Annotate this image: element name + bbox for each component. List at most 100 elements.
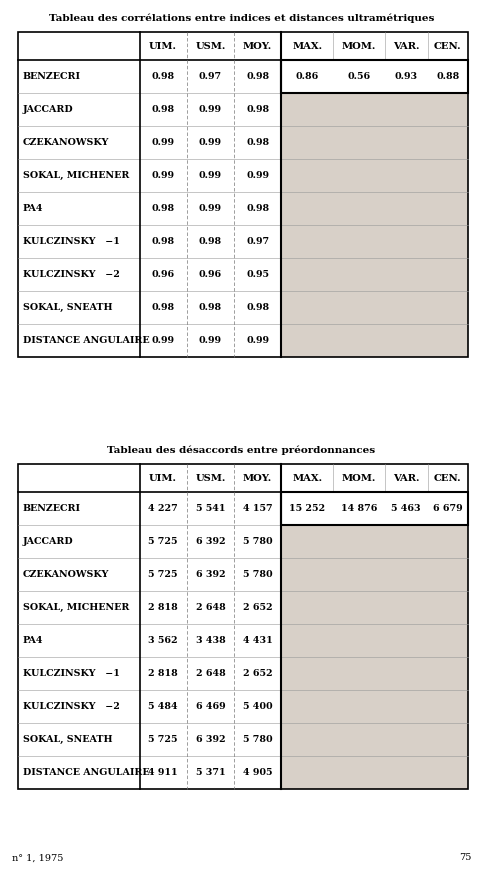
Text: 0.98: 0.98 [152, 105, 175, 114]
Text: USM.: USM. [195, 42, 226, 51]
Text: 5 725: 5 725 [148, 570, 178, 579]
Text: JACCARD: JACCARD [23, 105, 73, 114]
Text: 0.97: 0.97 [199, 72, 222, 81]
Text: 4 911: 4 911 [148, 768, 178, 777]
Text: 0.98: 0.98 [246, 72, 269, 81]
Bar [281, 258, 468, 291]
Bar [281, 756, 468, 789]
Text: CZEKANOWSKY: CZEKANOWSKY [23, 570, 109, 579]
Text: MOY.: MOY. [243, 473, 272, 483]
Text: 0.98: 0.98 [152, 237, 175, 246]
Text: CZEKANOWSKY: CZEKANOWSKY [23, 138, 109, 147]
Text: CEN.: CEN. [434, 42, 462, 51]
Text: UIM.: UIM. [149, 42, 177, 51]
Text: 2 818: 2 818 [148, 603, 178, 612]
Text: JACCARD: JACCARD [23, 537, 73, 546]
Text: MAX.: MAX. [292, 42, 322, 51]
Text: 0.88: 0.88 [436, 72, 459, 81]
Text: MOY.: MOY. [243, 42, 272, 51]
Text: KULCZINSKY   −1: KULCZINSKY −1 [23, 669, 120, 678]
Text: 0.93: 0.93 [395, 72, 418, 81]
Text: 0.99: 0.99 [152, 138, 175, 147]
Text: MOM.: MOM. [341, 42, 376, 51]
Text: 2 648: 2 648 [196, 669, 225, 678]
Bar [18, 464, 468, 789]
Bar [281, 723, 468, 756]
Text: 5 725: 5 725 [148, 735, 178, 744]
Text: MAX.: MAX. [292, 473, 322, 483]
Text: 4 227: 4 227 [148, 504, 178, 513]
Bar [281, 159, 468, 192]
Text: KULCZINSKY   −1: KULCZINSKY −1 [23, 237, 120, 246]
Text: 2 648: 2 648 [196, 603, 225, 612]
Text: 3 562: 3 562 [148, 636, 178, 645]
Text: 0.98: 0.98 [152, 72, 175, 81]
Text: PA4: PA4 [23, 204, 43, 213]
Bar [281, 591, 468, 624]
Text: n° 1, 1975: n° 1, 1975 [12, 853, 63, 862]
Text: CEN.: CEN. [434, 473, 462, 483]
Bar [281, 126, 468, 159]
Text: 6 392: 6 392 [196, 537, 225, 546]
Text: DISTANCE ANGULAIRE: DISTANCE ANGULAIRE [23, 768, 150, 777]
Text: 6 679: 6 679 [433, 504, 463, 513]
Text: Tableau des corrélations entre indices et distances ultramétriques: Tableau des corrélations entre indices e… [49, 13, 434, 23]
Text: 0.98: 0.98 [199, 237, 222, 246]
Bar [281, 558, 468, 591]
Text: 0.95: 0.95 [246, 270, 269, 279]
Text: 0.99: 0.99 [199, 105, 222, 114]
Text: 5 541: 5 541 [196, 504, 225, 513]
Text: 0.98: 0.98 [152, 204, 175, 213]
Text: BENZECRI: BENZECRI [23, 504, 81, 513]
Bar [281, 291, 468, 324]
Bar [281, 657, 468, 690]
Bar [18, 32, 468, 357]
Text: 0.98: 0.98 [246, 105, 269, 114]
Text: 0.86: 0.86 [296, 72, 319, 81]
Text: 5 463: 5 463 [391, 504, 421, 513]
Text: 0.99: 0.99 [199, 138, 222, 147]
Text: 14 876: 14 876 [341, 504, 377, 513]
Bar [281, 525, 468, 558]
Bar [281, 492, 468, 525]
Text: 5 780: 5 780 [243, 537, 272, 546]
Text: KULCZINSKY   −2: KULCZINSKY −2 [23, 702, 120, 711]
Text: 5 371: 5 371 [196, 768, 225, 777]
Text: SOKAL, MICHENER: SOKAL, MICHENER [23, 603, 129, 612]
Text: KULCZINSKY   −2: KULCZINSKY −2 [23, 270, 120, 279]
Text: 0.99: 0.99 [199, 336, 222, 345]
Text: 0.99: 0.99 [246, 336, 269, 345]
Text: 75: 75 [459, 853, 471, 862]
Text: 6 469: 6 469 [196, 702, 225, 711]
Text: 0.99: 0.99 [246, 171, 269, 180]
Text: 6 392: 6 392 [196, 735, 225, 744]
Text: 4 157: 4 157 [243, 504, 272, 513]
Text: BENZECRI: BENZECRI [23, 72, 81, 81]
Bar [281, 624, 468, 657]
Text: 0.98: 0.98 [199, 303, 222, 312]
Text: 5 400: 5 400 [243, 702, 272, 711]
Text: 0.97: 0.97 [246, 237, 269, 246]
Text: Tableau des désaccords entre préordonnances: Tableau des désaccords entre préordonnan… [107, 446, 376, 455]
Text: SOKAL, SNEATH: SOKAL, SNEATH [23, 303, 113, 312]
Bar [281, 225, 468, 258]
Bar [281, 690, 468, 723]
Bar [18, 32, 468, 357]
Text: PA4: PA4 [23, 636, 43, 645]
Text: VAR.: VAR. [393, 473, 419, 483]
Text: 0.96: 0.96 [152, 270, 175, 279]
Bar [281, 192, 468, 225]
Text: SOKAL, SNEATH: SOKAL, SNEATH [23, 735, 113, 744]
Text: 0.99: 0.99 [152, 336, 175, 345]
Text: 0.96: 0.96 [199, 270, 222, 279]
Text: 15 252: 15 252 [289, 504, 325, 513]
Text: 2 818: 2 818 [148, 669, 178, 678]
Text: 0.98: 0.98 [246, 204, 269, 213]
Text: 2 652: 2 652 [243, 603, 272, 612]
Text: 0.98: 0.98 [152, 303, 175, 312]
Text: 4 431: 4 431 [243, 636, 272, 645]
Text: 0.98: 0.98 [246, 303, 269, 312]
Text: 0.99: 0.99 [152, 171, 175, 180]
Text: 5 780: 5 780 [243, 735, 272, 744]
Text: SOKAL, MICHENER: SOKAL, MICHENER [23, 171, 129, 180]
